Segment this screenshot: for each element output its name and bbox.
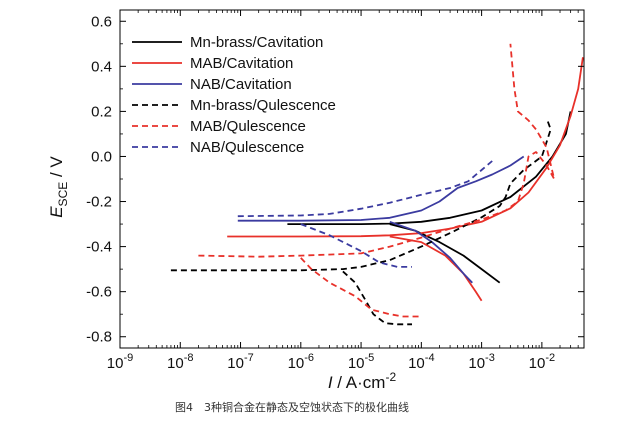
x-tick-label: 10-7 [227, 352, 253, 372]
series-layer [170, 43, 584, 326]
series-line [237, 155, 525, 222]
y-tick-label: 0.0 [91, 148, 112, 165]
y-tick-label: -0.2 [86, 194, 112, 211]
x-tick-label: 10-8 [167, 352, 193, 372]
series-line [237, 160, 493, 218]
series-line [170, 117, 552, 272]
x-tick-label: 10-4 [408, 352, 434, 372]
legend-label: Mn-brass/Qulescence [190, 97, 336, 114]
y-tick-label: -0.8 [86, 329, 112, 346]
x-tick-label: 10-2 [529, 352, 555, 372]
series-line [389, 220, 473, 284]
legend-label: NAB/Cavitation [190, 76, 292, 93]
legend-label: MAB/Qulescence [190, 118, 306, 135]
y-tick-label: 0.2 [91, 103, 112, 120]
y-tick-label: 0.4 [91, 58, 112, 75]
figure-caption: 图4 3种铜合金在静态及空蚀状态下的极化曲线 [175, 401, 409, 414]
y-tick-label: -0.4 [86, 239, 112, 256]
y-tick-label: 0.6 [91, 13, 112, 30]
y-axis-label: ESCE / V [47, 156, 70, 218]
series-line [198, 43, 556, 258]
axes-layer: 10-9 10-8 10-7 10-6 10-5 10-4 10-3 10-2 0.6 0.4 0.… [86, 9, 585, 372]
series-line [300, 223, 412, 268]
legend-label: NAB/Qulescence [190, 139, 304, 156]
series-line [389, 235, 483, 302]
x-axis-label: I / A·cm-2 [328, 370, 397, 392]
legend: Mn-brass/Cavitation MAB/Cavitation NAB/Cav… [132, 34, 336, 156]
x-tick-label: 10-6 [288, 352, 314, 372]
y-tick-label: -0.6 [86, 284, 112, 301]
legend-label: Mn-brass/Cavitation [190, 34, 323, 51]
legend-label: MAB/Cavitation [190, 55, 293, 72]
x-tick-label: 10-9 [107, 352, 133, 372]
series-line [342, 270, 412, 326]
x-tick-label: 10-5 [348, 352, 374, 372]
x-tick-label: 10-3 [468, 352, 494, 372]
